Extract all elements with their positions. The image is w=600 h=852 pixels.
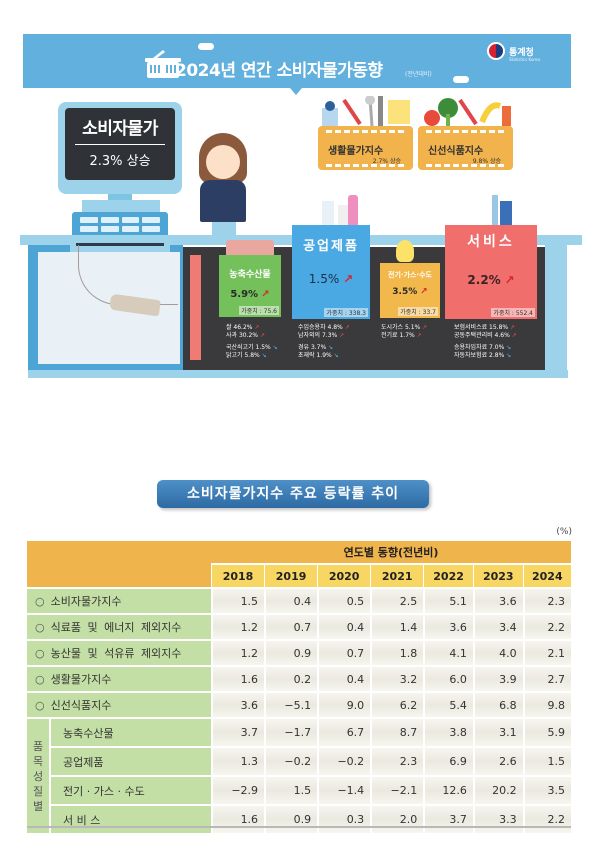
- arrow-up-icon: ↗: [339, 332, 345, 339]
- bullet-icon: ○: [35, 647, 45, 660]
- clerk-legs: [212, 222, 236, 236]
- year-header: 2022: [423, 565, 473, 587]
- table-corner: [27, 541, 211, 587]
- arrow-up-icon: ↗: [504, 273, 515, 287]
- bullet-icon: ○: [35, 621, 45, 634]
- arrow-down-icon: ↘: [328, 344, 334, 351]
- basket-living-index: 생활물가지수 2.7% 상승: [318, 126, 413, 170]
- services-items: 보험서비스료 15.8% ↗ 공동주택관리비 4.6% ↗ 승용차임차료 7.0…: [454, 324, 517, 359]
- unit-label: (%): [556, 527, 572, 537]
- table-row: 전기 · 가스 · 수도 −2.9 1.5 −1.4 −2.1 12.6 20.…: [27, 775, 571, 804]
- arrow-up-icon: ↗: [416, 332, 422, 339]
- section-title: 소비자물가지수 주요 등락률 추이: [157, 480, 429, 508]
- arrow-down-icon: ↘: [272, 344, 278, 351]
- agri-items: 쌀 46.2% ↗ 사과 30.2% ↗ 국산쇠고기 1.5% ↘ 닭고기 5.…: [226, 324, 278, 359]
- arrow-down-icon: ↘: [333, 352, 339, 359]
- arrow-up-icon: ↗: [510, 324, 516, 331]
- clerk-face-icon: [206, 145, 240, 179]
- counter-foot: [28, 370, 568, 378]
- tooth-icon: [470, 195, 515, 227]
- industrial-items: 수입승용차 4.8% ↗ 남자외의 7.3% ↗ 경유 3.7% ↘ 초재락 1…: [298, 324, 350, 359]
- arrow-down-icon: ↘: [506, 344, 512, 351]
- cloud-icon: [453, 76, 469, 83]
- meat-icon: [226, 240, 274, 258]
- arrow-up-icon: ↗: [343, 272, 354, 286]
- page-subtitle: (전년대비): [405, 71, 432, 78]
- arrow-up-icon: ↗: [420, 287, 428, 297]
- household-goods-icon: [320, 95, 412, 127]
- table-bottom-border: [27, 826, 571, 828]
- taegeuk-icon: [487, 42, 505, 60]
- clerk-body: [200, 180, 246, 222]
- arrow-up-icon: ↗: [344, 324, 350, 331]
- divider: [75, 144, 165, 145]
- table-row: ○ 생활물가지수 1.6 0.2 0.4 3.2 6.0 3.9 2.7: [27, 665, 571, 691]
- group-label-by-item-nature: 품 목 성 질 별: [27, 717, 51, 833]
- table-row: ○ 식료품 및 에너지 제외지수 1.2 0.7 0.4 1.4 3.6 3.4 …: [27, 613, 571, 639]
- header-banner: [23, 34, 571, 88]
- monitor-screen: 소비자물가 2.3% 상승: [65, 108, 175, 180]
- category-industrial: 공업제품 1.5% ↗ 가중치 : 338.3: [292, 225, 370, 319]
- arrow-up-icon: ↗: [261, 289, 270, 300]
- lightbulb-icon: [396, 240, 414, 262]
- table-row: 품 목 성 질 별 농축수산물 3.7 −1.7 6.7 8.7 3.8 3.1…: [27, 717, 571, 833]
- bullet-icon: ○: [35, 673, 45, 686]
- counter-right-panel: [545, 240, 567, 375]
- category-services: 서비스 2.2% ↗ 가중치 : 552.4: [445, 225, 537, 319]
- utilities-items: 도시가스 5.1% ↗ 전기료 1.7% ↗: [381, 324, 428, 339]
- statistics-korea-logo: 통계청: [487, 42, 534, 60]
- bottles-icon: [320, 195, 360, 227]
- arrow-down-icon: ↘: [261, 352, 267, 359]
- arrow-up-icon: ↗: [259, 332, 265, 339]
- category-agri: 농축수산물 5.9% ↗ 가중치 : 75.6: [219, 255, 281, 317]
- cpi-title: 소비자물가: [82, 119, 158, 139]
- year-header: 2024: [522, 565, 571, 587]
- cloud-icon: [198, 43, 214, 50]
- arrow-up-icon: ↗: [422, 324, 428, 331]
- year-header: 2018: [211, 565, 265, 587]
- table-header-year-row: 2018 2019 2020 2021 2022 2023 2024: [27, 565, 571, 587]
- category-utilities: 전기·가스·수도 3.5% ↗ 가중치 : 33.7: [380, 263, 440, 318]
- bullet-icon: ○: [35, 595, 45, 608]
- table-row: 서 비 스 1.6 0.9 0.3 2.0 3.7 3.3 2.2: [27, 804, 571, 833]
- table-row: ○ 소비자물가지수 1.5 0.4 0.5 2.5 5.1 3.6 2.3: [27, 587, 571, 613]
- shopping-basket-icon: [145, 50, 181, 78]
- register-slot: [76, 243, 164, 246]
- cpi-table: 연도별 동향(전년비) 2018 2019 2020 2021 2022 202…: [27, 541, 571, 833]
- arrow-up-icon: ↗: [511, 332, 517, 339]
- red-strip: [190, 255, 201, 360]
- bullet-icon: ○: [35, 699, 45, 712]
- register-top: [82, 200, 160, 212]
- basket-fresh-food-index: 신선식품지수 9.8% 상승: [418, 126, 513, 170]
- year-header: 2023: [472, 565, 523, 587]
- year-header: 2019: [264, 565, 318, 587]
- cpi-value: 2.3% 상승: [89, 154, 151, 169]
- table-row: ○ 농산물 및 석유류 제외지수 1.2 0.9 0.7 1.8 4.1 4.0 …: [27, 639, 571, 665]
- year-header: 2020: [317, 565, 371, 587]
- year-header: 2021: [370, 565, 424, 587]
- page-title: 2024년 연간 소비자물가동향: [175, 61, 383, 81]
- table-header-group-row: 연도별 동향(전년비): [27, 541, 571, 587]
- arrow-up-icon: ↗: [254, 324, 260, 331]
- arrow-down-icon: ↘: [506, 352, 512, 359]
- table-row: 공업제품 1.3 −0.2 −0.2 2.3 6.9 2.6 1.5: [27, 746, 571, 775]
- table-group-header: 연도별 동향(전년비): [211, 541, 571, 565]
- table-row: ○ 신선식품지수 3.6 −5.1 9.0 6.2 5.4 6.8 9.8: [27, 691, 571, 717]
- register-neck: [108, 194, 132, 202]
- fresh-food-icon: [420, 96, 515, 126]
- banner-pointer: [290, 88, 302, 95]
